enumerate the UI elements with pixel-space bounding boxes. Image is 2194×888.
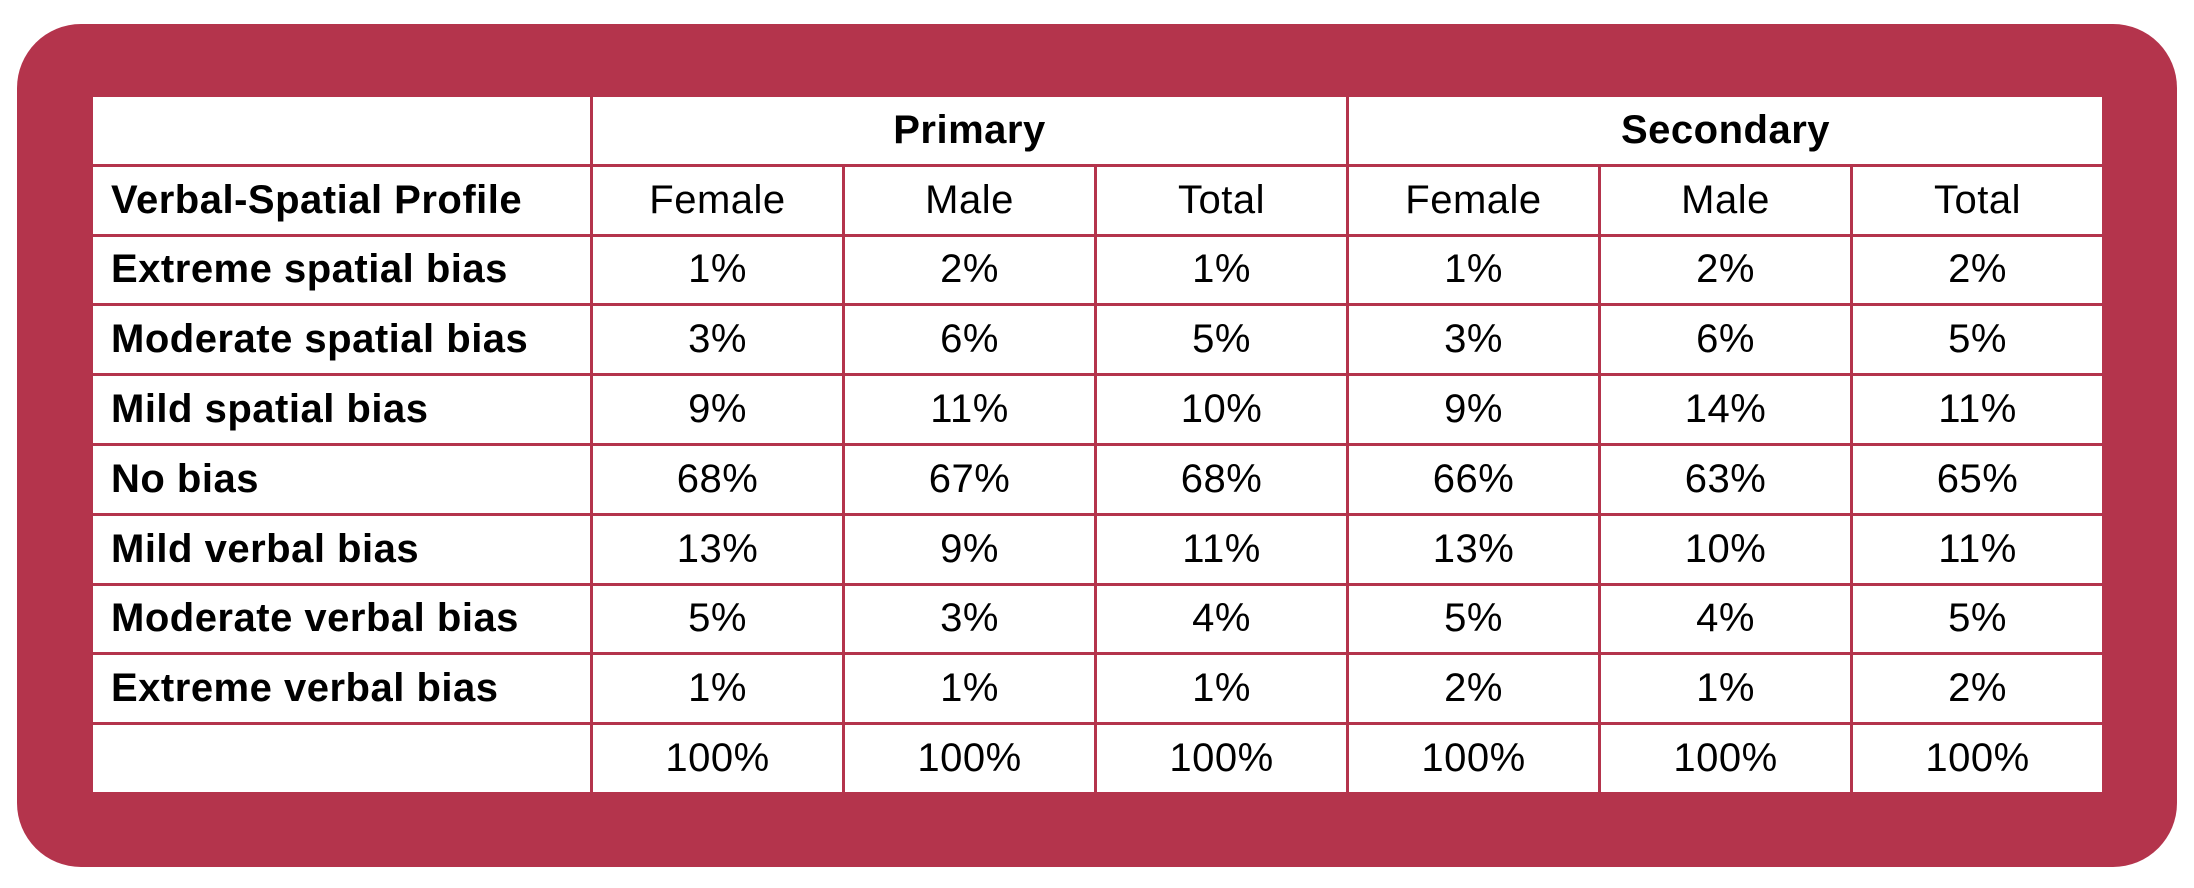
table-cell: 9% <box>590 373 845 446</box>
table-cell: 2% <box>1849 233 2106 307</box>
table-cell: 65% <box>1849 442 2106 516</box>
row-label: Extreme verbal bias <box>90 652 593 726</box>
table-cell: 4% <box>1094 582 1349 656</box>
table-row: Moderate verbal bias 5% 3% 4% 5% 4% 5% <box>90 582 2106 656</box>
group-header-primary: Primary <box>590 94 1349 167</box>
table-cell: 11% <box>1849 373 2106 446</box>
verbal-spatial-profile-table: Primary Secondary Verbal-Spatial Profile… <box>90 94 2106 795</box>
table-cell: 4% <box>1598 582 1853 656</box>
subheader-row: Verbal-Spatial Profile Female Male Total… <box>90 163 2106 237</box>
group-header-row: Primary Secondary <box>90 94 2106 167</box>
table-cell: 5% <box>590 582 845 656</box>
table-cell: 3% <box>842 582 1097 656</box>
row-label: Moderate verbal bias <box>90 582 593 656</box>
table-cell: 5% <box>1094 303 1349 377</box>
table-cell: 11% <box>1094 512 1349 586</box>
table-cell: 1% <box>1094 652 1349 726</box>
table-cell: 10% <box>1598 512 1853 586</box>
table-cell: 5% <box>1849 303 2106 377</box>
table-cell: 5% <box>1849 582 2106 656</box>
table-cell: 2% <box>1598 233 1853 307</box>
total-cell: 100% <box>590 722 845 795</box>
table-cell: 11% <box>1849 512 2106 586</box>
table-cell: 66% <box>1346 442 1601 516</box>
total-cell: 100% <box>1094 722 1349 795</box>
table-cell: 13% <box>1346 512 1601 586</box>
profile-column-header: Verbal-Spatial Profile <box>90 163 593 237</box>
table-cell: 1% <box>1346 233 1601 307</box>
table-cell: 1% <box>590 233 845 307</box>
table-cell: 9% <box>842 512 1097 586</box>
total-cell: 100% <box>1598 722 1853 795</box>
total-cell: 100% <box>1346 722 1601 795</box>
totals-row: 100% 100% 100% 100% 100% 100% <box>90 722 2106 795</box>
group-header-secondary: Secondary <box>1345 94 2106 167</box>
table-cell: 68% <box>590 442 845 516</box>
row-label: No bias <box>90 442 593 516</box>
table-cell: 67% <box>842 442 1097 516</box>
row-label: Extreme spatial bias <box>90 233 593 307</box>
subheader-cell: Total <box>1849 163 2106 237</box>
table-row: Moderate spatial bias 3% 6% 5% 3% 6% 5% <box>90 303 2106 377</box>
table-cell: 2% <box>842 233 1097 307</box>
blank-total-label-cell <box>90 722 593 795</box>
subheader-cell: Male <box>1598 163 1853 237</box>
table-row: No bias 68% 67% 68% 66% 63% 65% <box>90 442 2106 516</box>
total-cell: 100% <box>842 722 1097 795</box>
table-cell: 3% <box>590 303 845 377</box>
subheader-cell: Male <box>842 163 1097 237</box>
table-row: Mild verbal bias 13% 9% 11% 13% 10% 11% <box>90 512 2106 586</box>
row-label: Mild verbal bias <box>90 512 593 586</box>
table-cell: 1% <box>590 652 845 726</box>
row-label: Moderate spatial bias <box>90 303 593 377</box>
blank-corner-cell <box>90 94 593 167</box>
table-row: Extreme verbal bias 1% 1% 1% 2% 1% 2% <box>90 652 2106 726</box>
table-cell: 1% <box>1598 652 1853 726</box>
table-cell: 6% <box>1598 303 1853 377</box>
table-cell: 9% <box>1346 373 1601 446</box>
table-cell: 68% <box>1094 442 1349 516</box>
subheader-cell: Female <box>590 163 845 237</box>
table-row: Extreme spatial bias 1% 2% 1% 1% 2% 2% <box>90 233 2106 307</box>
table-cell: 1% <box>842 652 1097 726</box>
subheader-cell: Total <box>1094 163 1349 237</box>
table-cell: 11% <box>842 373 1097 446</box>
subheader-cell: Female <box>1346 163 1601 237</box>
table-row: Mild spatial bias 9% 11% 10% 9% 14% 11% <box>90 373 2106 446</box>
table-cell: 2% <box>1849 652 2106 726</box>
table-cell: 2% <box>1346 652 1601 726</box>
row-label: Mild spatial bias <box>90 373 593 446</box>
table-cell: 10% <box>1094 373 1349 446</box>
total-cell: 100% <box>1849 722 2106 795</box>
table-cell: 13% <box>590 512 845 586</box>
table-cell: 63% <box>1598 442 1853 516</box>
table-cell: 1% <box>1094 233 1349 307</box>
table-cell: 3% <box>1346 303 1601 377</box>
table-cell: 6% <box>842 303 1097 377</box>
table-cell: 5% <box>1346 582 1601 656</box>
table-cell: 14% <box>1598 373 1853 446</box>
